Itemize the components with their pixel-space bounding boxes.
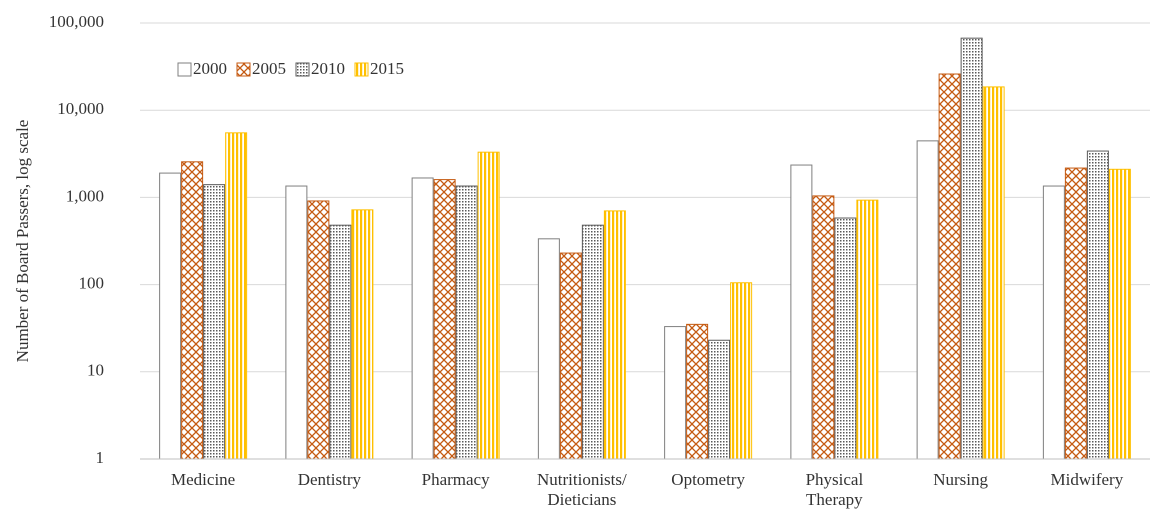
y-tick-label: 1 [96,448,105,467]
bar [203,184,226,460]
legend-label: 2010 [311,59,345,78]
x-tick-label-line: Dieticians [547,490,616,509]
bar [856,199,879,460]
bar [1108,168,1131,460]
bar [537,238,560,460]
bar [225,132,248,460]
bar [790,164,813,460]
x-tick-label: Medicine [171,470,235,489]
bar [708,339,731,460]
bar [307,200,330,460]
bar [411,177,434,460]
bar [730,282,753,460]
y-tick-label: 10,000 [57,99,104,118]
bar [329,224,352,460]
bar [938,73,961,460]
bar [1064,167,1087,460]
bar [455,185,478,460]
bar [285,185,308,460]
x-tick-label-line: Therapy [806,490,863,509]
bar [1086,150,1109,460]
bar [686,323,709,460]
x-tick-label-line: Nutritionists/ [537,470,627,489]
bar [982,86,1005,460]
x-tick-label: Dentistry [298,470,362,489]
y-tick-label: 100,000 [49,12,104,31]
legend-swatch [177,62,192,77]
bar [603,210,626,460]
legend-swatch [354,62,369,77]
y-tick-label: 10 [87,361,104,380]
bar [159,172,182,460]
bar [181,161,204,460]
bar [916,140,939,460]
bar [834,217,857,460]
legend-swatch [236,62,251,77]
x-tick-label: Pharmacy [422,470,490,489]
bar [581,224,604,460]
x-tick-label: Nutritionists/Dieticians [537,470,627,509]
bar [812,195,835,460]
y-tick-label: 100 [79,274,105,293]
bar [960,37,983,460]
bar [664,326,687,460]
x-tick-label: Optometry [671,470,745,489]
y-axis-label: Number of Board Passers, log scale [13,120,32,363]
legend-label: 2000 [193,59,227,78]
x-tick-label: Nursing [933,470,988,489]
x-tick-label: Midwifery [1051,470,1124,489]
bar [433,179,456,460]
x-tick-label: Physical Therapy [806,470,864,509]
legend-swatch [295,62,310,77]
bar [1042,185,1065,460]
legend-label: 2015 [370,59,404,78]
bar [559,252,582,460]
legend-label: 2005 [252,59,286,78]
x-tick-label-line: Physical [806,470,864,489]
y-tick-label: 1,000 [66,186,104,205]
bar [477,151,500,460]
bar [351,209,374,460]
